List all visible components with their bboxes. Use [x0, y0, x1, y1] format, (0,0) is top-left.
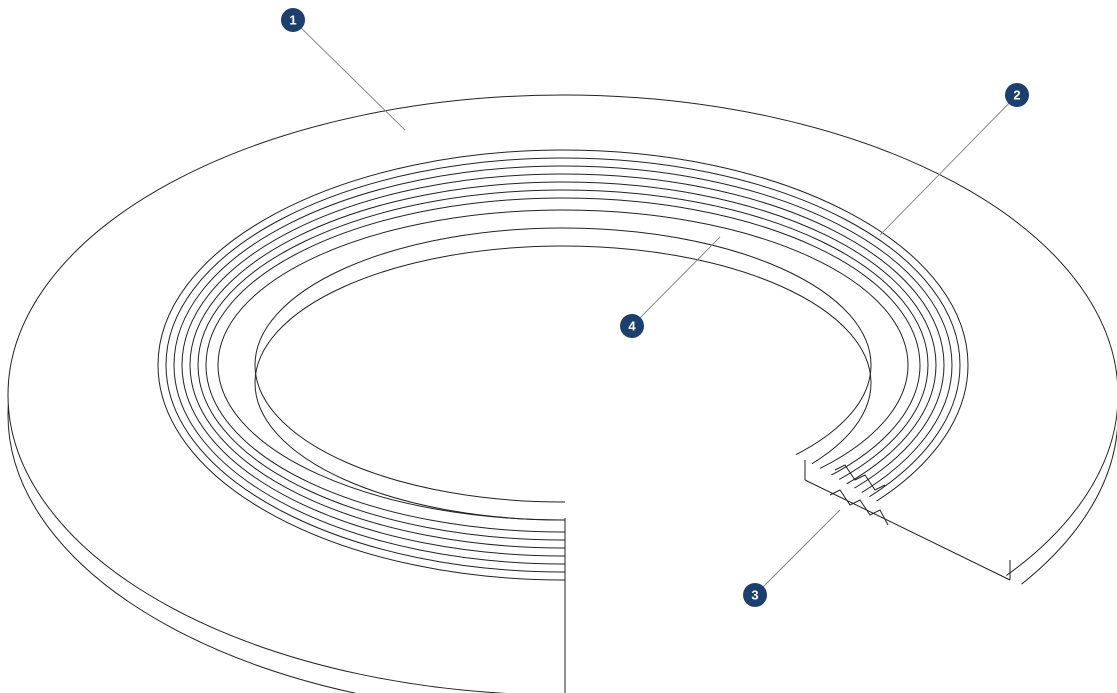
leader-line: [879, 94, 1018, 236]
callout-badge: [1005, 83, 1029, 107]
callout-badge: [620, 314, 644, 338]
outer-ring: [7, 94, 1117, 693]
gasket: [7, 94, 1117, 693]
leader-line: [292, 19, 406, 131]
callout-number: 1: [289, 13, 296, 28]
inner-ring-wall: [254, 245, 872, 521]
callout-number: 4: [628, 319, 636, 334]
inner-ring-edge: [254, 227, 872, 503]
callouts: 1 2 3 4: [281, 8, 1029, 607]
callout-number: 2: [1013, 88, 1020, 103]
cut-faces: [564, 460, 1011, 693]
leader-line: [754, 509, 841, 596]
callout-badge: [281, 8, 305, 32]
callout-number: 3: [751, 588, 758, 603]
leader-line: [631, 236, 721, 327]
callout-badge: [743, 583, 767, 607]
